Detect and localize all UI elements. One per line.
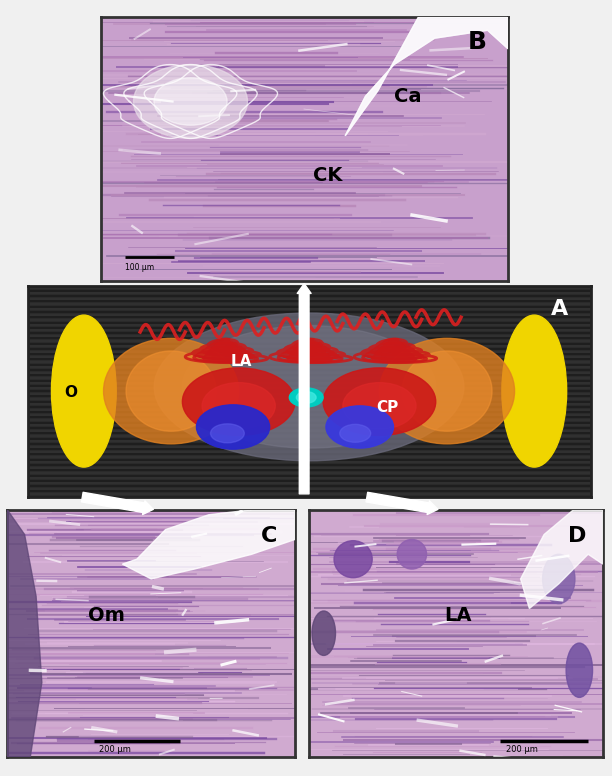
Text: C: C [261, 526, 277, 546]
Ellipse shape [51, 315, 116, 467]
Ellipse shape [289, 388, 323, 407]
Ellipse shape [312, 611, 335, 656]
Ellipse shape [126, 351, 216, 431]
Ellipse shape [379, 338, 515, 444]
Polygon shape [7, 510, 42, 757]
Ellipse shape [202, 383, 275, 429]
Ellipse shape [326, 406, 394, 448]
Ellipse shape [196, 405, 270, 449]
Polygon shape [345, 17, 508, 136]
Polygon shape [345, 17, 508, 136]
Ellipse shape [502, 315, 567, 467]
Text: CP: CP [376, 400, 399, 415]
Ellipse shape [566, 643, 592, 698]
Ellipse shape [343, 383, 416, 429]
Text: D: D [567, 526, 586, 546]
Ellipse shape [334, 541, 372, 577]
Circle shape [133, 64, 247, 138]
Ellipse shape [402, 351, 492, 431]
Text: 200 μm: 200 μm [99, 745, 131, 753]
Ellipse shape [211, 424, 244, 443]
Text: Ca: Ca [394, 86, 422, 106]
Ellipse shape [513, 341, 555, 441]
Text: LA: LA [230, 354, 252, 369]
Text: B: B [468, 29, 487, 54]
Text: CK: CK [313, 165, 342, 185]
Circle shape [154, 78, 227, 125]
Text: 100 μm: 100 μm [125, 263, 154, 272]
Ellipse shape [182, 326, 436, 448]
Text: A: A [551, 299, 569, 319]
Text: Om: Om [88, 606, 125, 625]
Ellipse shape [182, 368, 295, 435]
Ellipse shape [323, 368, 436, 435]
Ellipse shape [508, 329, 561, 453]
Text: 200 μm: 200 μm [506, 745, 538, 753]
Ellipse shape [63, 341, 105, 441]
Ellipse shape [543, 554, 575, 604]
Text: O: O [64, 386, 77, 400]
Ellipse shape [340, 424, 371, 442]
Ellipse shape [296, 392, 316, 404]
Ellipse shape [397, 539, 427, 569]
Polygon shape [521, 510, 603, 608]
Polygon shape [122, 510, 295, 579]
Ellipse shape [58, 329, 110, 453]
Text: LA: LA [444, 606, 472, 625]
Ellipse shape [103, 338, 239, 444]
Ellipse shape [154, 313, 464, 461]
